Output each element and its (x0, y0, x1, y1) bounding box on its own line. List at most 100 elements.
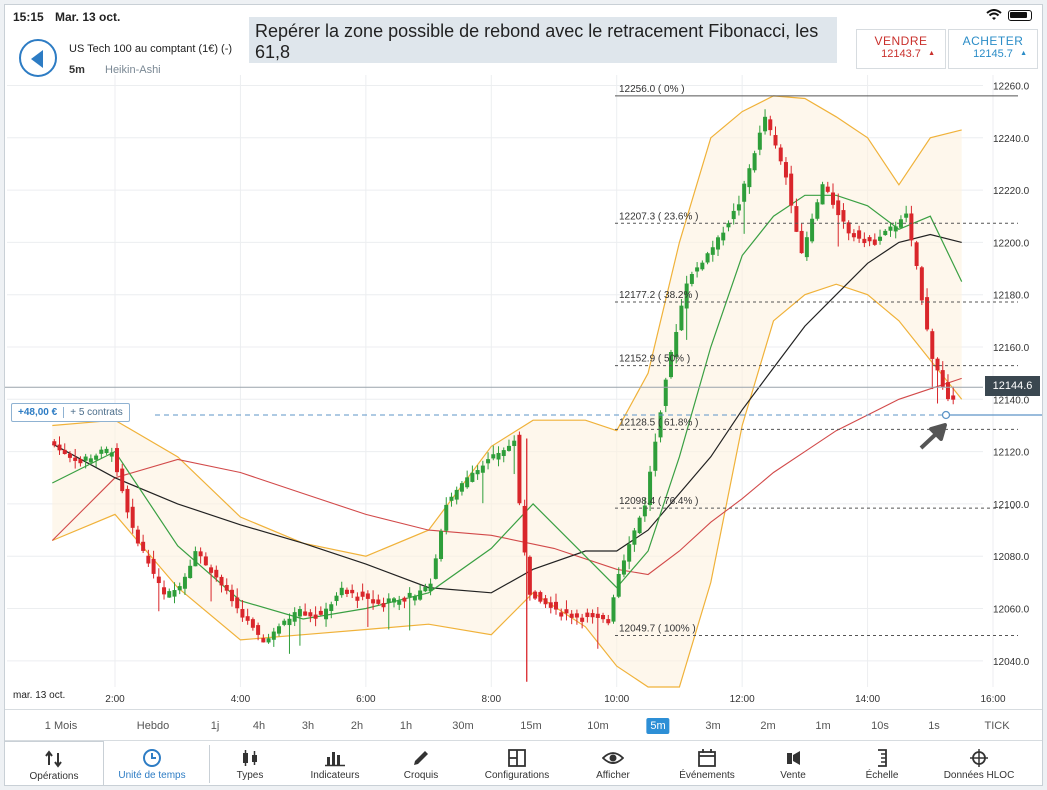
candle-body (752, 153, 757, 171)
timeframe-2m[interactable]: 2m (760, 720, 776, 732)
toolbar-label: Configurations (484, 770, 550, 781)
candle-body (716, 237, 721, 250)
candle-body (930, 331, 935, 359)
candle-body (674, 331, 679, 358)
candle-body (188, 565, 193, 579)
candle-body (250, 619, 255, 628)
position-pill[interactable]: +48,00 € + 5 contrats (11, 403, 130, 422)
candle-body (679, 305, 684, 331)
timeframe-1h[interactable]: 1h (399, 720, 413, 732)
sell-button[interactable]: VENDRE 12143.7 ▲ (856, 29, 946, 69)
candle-body (313, 614, 318, 619)
candle-body (376, 599, 381, 604)
candle-body (52, 441, 57, 446)
calendar-icon (657, 748, 757, 770)
buy-label: ACHETER (962, 34, 1024, 48)
toolbar-arrows-button[interactable]: Opérations (5, 741, 104, 785)
timeframe-10s[interactable]: 10s (871, 720, 889, 732)
timeframe-15m[interactable]: 15m (520, 720, 542, 732)
candle-body (355, 596, 360, 601)
sell-arrow-icon: ▲ (928, 50, 935, 57)
timeframe-hebdo[interactable]: Hebdo (136, 720, 170, 732)
candle-body (601, 615, 606, 620)
toolbar-sell-button[interactable]: Vente (743, 741, 843, 785)
candle-body (648, 471, 653, 506)
buy-button[interactable]: ACHETER 12145.7 ▲ (948, 29, 1038, 69)
position-contracts: + 5 contrats (70, 407, 123, 418)
timeframe-5m[interactable]: 5m (646, 718, 670, 734)
toolbar-divider (209, 745, 210, 783)
fib-label: 12098.4 ( 76.4% ) (619, 496, 699, 507)
candle-body (580, 617, 585, 622)
timeframe-30m[interactable]: 30m (452, 720, 474, 732)
toolbar-bars-button[interactable]: Indicateurs (285, 741, 385, 785)
candle-body (57, 444, 62, 451)
back-button[interactable] (19, 39, 57, 77)
candle-body (663, 379, 668, 406)
timeframe-3m[interactable]: 3m (705, 720, 721, 732)
candle-body (303, 611, 308, 616)
timeframe-1-mois[interactable]: 1 Mois (44, 720, 78, 732)
sell-label: VENDRE (874, 34, 928, 48)
candle-body (506, 445, 511, 451)
timeframe-1j[interactable]: 1j (210, 720, 220, 732)
candle-body (574, 613, 579, 618)
candle-body (465, 477, 470, 488)
candle-body (846, 222, 851, 234)
bottom-toolbar: Opérations Unité de temps Types Indicateurs… (5, 741, 1042, 785)
candle-body (125, 488, 130, 513)
candle-body (454, 489, 459, 500)
candle-body (475, 470, 480, 475)
candle-body (261, 638, 266, 643)
y-tick-label: 12220.0 (993, 186, 1030, 197)
candle-body (109, 452, 114, 457)
candle-body (470, 472, 475, 482)
toolbar-scale-button[interactable]: Échelle (832, 741, 932, 785)
candle-body (621, 560, 626, 575)
candle-body (88, 458, 93, 463)
chart-area[interactable]: 12256.0 ( 0% ) 12207.3 ( 23.6% ) 12177.2 (… (5, 75, 1043, 705)
buy-arrow-icon: ▲ (1020, 50, 1027, 57)
y-tick-label: 12060.0 (993, 605, 1030, 616)
toolbar-eye-button[interactable]: Afficher (563, 741, 663, 785)
toolbar-clock-button[interactable]: Unité de temps (102, 741, 202, 785)
candle-body (569, 613, 574, 618)
candle-body (632, 530, 637, 545)
candle-body (141, 541, 146, 551)
toolbar-label: Afficher (596, 770, 630, 781)
candle-body (815, 202, 820, 219)
toolbar-label: Vente (780, 770, 806, 781)
ma-red-line (51, 377, 962, 576)
toolbar-candles-button[interactable]: Types (200, 741, 300, 785)
candle-body (115, 448, 119, 473)
toolbar-crosshair-button[interactable]: Données HLOC (929, 741, 1029, 785)
timeframe-4h[interactable]: 4h (252, 720, 266, 732)
candle-body (67, 453, 72, 458)
timeframe-2h[interactable]: 2h (350, 720, 364, 732)
candle-body (62, 449, 67, 455)
toolbar-pencil-button[interactable]: Croquis (371, 741, 471, 785)
timeframe-tick[interactable]: TICK (984, 720, 1010, 732)
timeframe-10m[interactable]: 10m (587, 720, 609, 732)
toolbar-calendar-button[interactable]: Événements (657, 741, 757, 785)
candle-body (642, 505, 647, 517)
candle-body (878, 236, 883, 241)
toolbar-layout-button[interactable]: Configurations (467, 741, 567, 785)
candle-body (517, 434, 522, 504)
candle-body (789, 173, 794, 206)
candle-body (496, 452, 501, 460)
timeframe-1m[interactable]: 1m (815, 720, 831, 732)
candle-body (721, 232, 726, 241)
candle-body (203, 556, 208, 566)
candle-body (235, 597, 240, 609)
timeframe-bar: 1 Mois Hebdo 1j 4h 3h 2h 1h 30m 15m 10m 5m 3m 2m 1m 10… (5, 709, 1042, 741)
timeframe-3h[interactable]: 3h (301, 720, 315, 732)
candle-body (554, 601, 559, 610)
candle-body (480, 465, 485, 473)
candle-body (951, 395, 956, 400)
x-tick-label: 16:00 (980, 694, 1005, 705)
timeframe-1s[interactable]: 1s (928, 720, 940, 732)
candle-body (585, 612, 590, 618)
price-chart[interactable]: 12256.0 ( 0% ) 12207.3 ( 23.6% ) 12177.2 (… (5, 75, 1043, 705)
candle-body (229, 589, 234, 602)
